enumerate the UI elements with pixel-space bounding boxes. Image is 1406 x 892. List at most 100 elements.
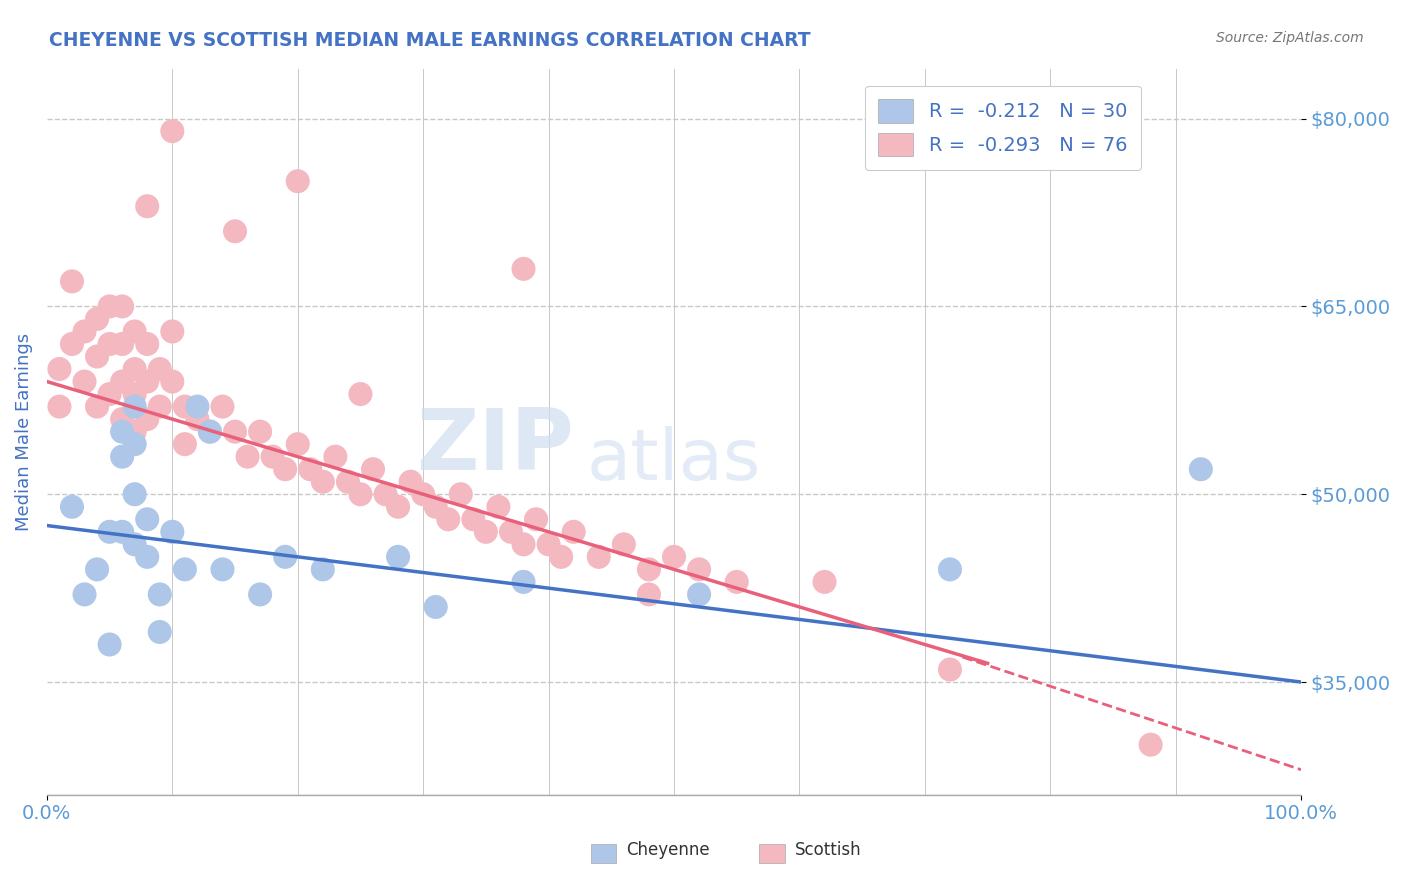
Point: [939, 663, 962, 677]
Point: [499, 524, 522, 539]
Point: [162, 375, 184, 389]
Point: [312, 562, 335, 576]
Point: [73, 325, 96, 339]
Point: [149, 400, 172, 414]
Point: [60, 500, 83, 514]
Point: [86, 562, 108, 576]
Point: [149, 624, 172, 639]
Point: [86, 350, 108, 364]
Point: [124, 325, 146, 339]
Point: [162, 325, 184, 339]
Point: [537, 537, 560, 551]
Point: [124, 487, 146, 501]
Point: [588, 549, 610, 564]
Point: [111, 300, 134, 314]
Point: [186, 412, 208, 426]
Text: CHEYENNE VS SCOTTISH MEDIAN MALE EARNINGS CORRELATION CHART: CHEYENNE VS SCOTTISH MEDIAN MALE EARNING…: [49, 31, 811, 50]
Point: [450, 487, 472, 501]
Text: Scottish: Scottish: [794, 841, 860, 859]
Point: [274, 462, 297, 476]
Point: [186, 400, 208, 414]
Point: [262, 450, 284, 464]
Point: [224, 425, 246, 439]
Point: [688, 587, 710, 601]
Point: [224, 224, 246, 238]
Point: [73, 375, 96, 389]
Point: [111, 425, 134, 439]
Point: [136, 199, 159, 213]
Point: [136, 412, 159, 426]
Point: [299, 462, 322, 476]
Point: [98, 524, 121, 539]
Point: [98, 638, 121, 652]
Point: [162, 524, 184, 539]
Point: [98, 337, 121, 351]
Point: [211, 562, 233, 576]
Point: [136, 512, 159, 526]
Point: [325, 450, 347, 464]
Point: [361, 462, 384, 476]
Point: [813, 574, 835, 589]
Point: [111, 524, 134, 539]
Point: [412, 487, 434, 501]
Text: Cheyenne: Cheyenne: [626, 841, 709, 859]
Legend: R =  -0.212   N = 30, R =  -0.293   N = 76: R = -0.212 N = 30, R = -0.293 N = 76: [865, 86, 1140, 169]
Point: [73, 587, 96, 601]
Point: [149, 362, 172, 376]
Point: [387, 549, 409, 564]
Point: [124, 400, 146, 414]
Point: [162, 124, 184, 138]
Point: [136, 375, 159, 389]
Point: [249, 587, 271, 601]
Point: [111, 375, 134, 389]
Y-axis label: Median Male Earnings: Median Male Earnings: [15, 333, 32, 531]
Point: [638, 562, 661, 576]
Point: [336, 475, 359, 489]
Point: [437, 512, 460, 526]
Point: [149, 587, 172, 601]
Point: [512, 261, 534, 276]
Point: [111, 337, 134, 351]
Point: [173, 562, 195, 576]
Point: [1189, 462, 1212, 476]
Point: [524, 512, 547, 526]
Point: [725, 574, 748, 589]
Point: [562, 524, 585, 539]
Point: [124, 437, 146, 451]
Point: [124, 387, 146, 401]
Point: [111, 450, 134, 464]
Point: [287, 174, 309, 188]
Point: [512, 537, 534, 551]
Point: [211, 400, 233, 414]
Point: [124, 425, 146, 439]
Point: [198, 425, 221, 439]
Point: [550, 549, 572, 564]
Point: [136, 549, 159, 564]
Point: [124, 537, 146, 551]
Point: [236, 450, 259, 464]
Text: atlas: atlas: [586, 426, 761, 495]
Point: [638, 587, 661, 601]
Point: [48, 362, 70, 376]
Point: [349, 387, 371, 401]
Point: [111, 412, 134, 426]
Point: [486, 500, 509, 514]
Point: [374, 487, 396, 501]
Point: [613, 537, 636, 551]
Point: [939, 562, 962, 576]
Point: [274, 549, 297, 564]
Point: [60, 337, 83, 351]
Point: [124, 362, 146, 376]
Point: [512, 574, 534, 589]
Point: [463, 512, 485, 526]
Point: [98, 300, 121, 314]
Point: [98, 387, 121, 401]
Point: [136, 337, 159, 351]
Point: [387, 500, 409, 514]
Point: [173, 437, 195, 451]
Text: Source: ZipAtlas.com: Source: ZipAtlas.com: [1216, 31, 1364, 45]
Point: [173, 400, 195, 414]
Point: [312, 475, 335, 489]
Point: [198, 425, 221, 439]
Point: [399, 475, 422, 489]
